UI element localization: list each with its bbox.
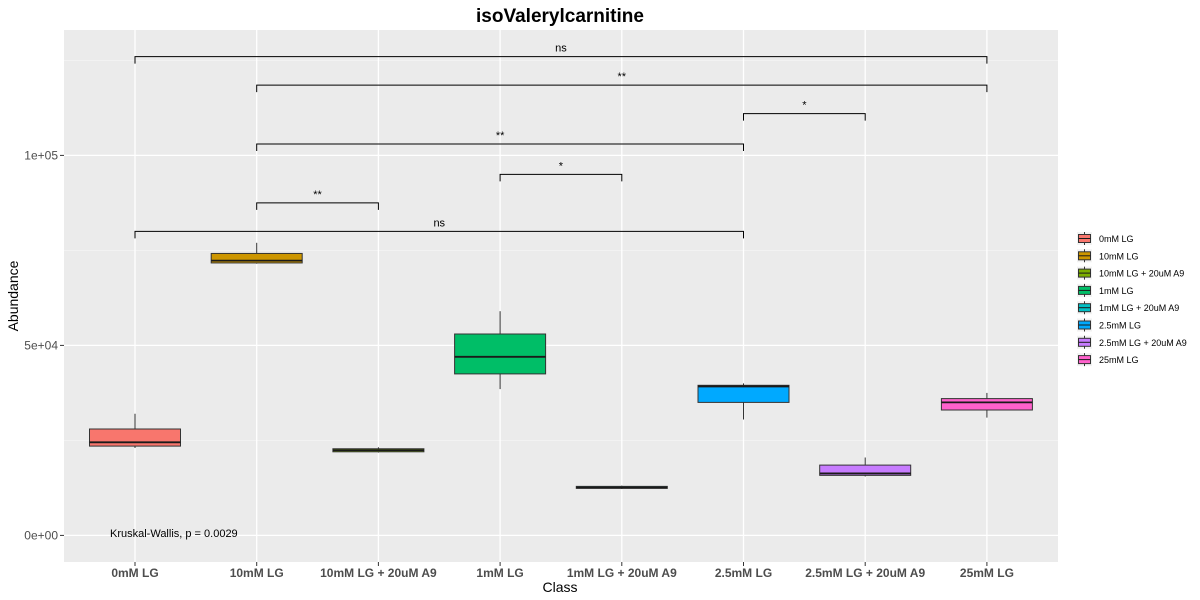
legend-label: 2.5mM LG + 20uM A9 — [1099, 338, 1187, 348]
x-tick-label: 1mM LG — [476, 566, 523, 580]
y-tick-label: 5e+04 — [24, 338, 58, 352]
legend-item: 25mM LG — [1077, 353, 1139, 367]
legend-item: 2.5mM LG — [1077, 318, 1141, 332]
significance-label: ns — [433, 217, 445, 229]
legend-label: 10mM LG — [1099, 251, 1139, 261]
x-tick-label: 25mM LG — [960, 566, 1014, 580]
legend-label: 2.5mM LG — [1099, 321, 1141, 331]
significance-bracket — [499, 173, 623, 182]
x-tick-label: 10mM LG — [230, 566, 284, 580]
significance-bracket — [134, 230, 744, 239]
box-body — [940, 398, 1033, 411]
y-tick-label: 1e+05 — [24, 148, 58, 162]
box-body — [210, 252, 303, 264]
significance-label: ** — [313, 189, 322, 201]
plot-panel — [64, 30, 1058, 562]
significance-label: ns — [555, 43, 567, 55]
box-body — [454, 333, 547, 375]
box-series — [89, 242, 1033, 490]
legend-item: 10mM LG — [1077, 249, 1139, 263]
box-body — [697, 384, 790, 403]
significance-label: ** — [618, 71, 627, 83]
legend-item: 1mM LG + 20uM A9 — [1077, 301, 1179, 315]
legend-label: 0mM LG — [1099, 234, 1134, 244]
legend-label: 1mM LG + 20uM A9 — [1099, 303, 1179, 313]
box-10mm-lg — [210, 242, 303, 264]
legend: 0mM LG 10mM LG 10mM LG + 20uM A9 1mM LG 1mM … — [1077, 232, 1187, 367]
x-tick-label: 0mM LG — [111, 566, 158, 580]
x-axis: 0mM LG 10mM LG 10mM LG + 20uM A9 1mM LG 1mM … — [111, 562, 1014, 580]
legend-label: 1mM LG — [1099, 286, 1134, 296]
kruskal-wallis-annotation: Kruskal-Wallis, p = 0.0029 — [110, 528, 238, 540]
box-1mm-lg-20um-a9 — [575, 485, 668, 490]
box-body — [89, 428, 181, 447]
significance-bracket — [256, 202, 379, 210]
significance-label: * — [802, 100, 807, 112]
significance-bracket — [743, 113, 866, 121]
y-axis: 0e+00 5e+04 1e+05 — [24, 148, 64, 542]
box-2-5mm-lg-20um-a9 — [819, 457, 912, 477]
box-1mm-lg — [454, 311, 547, 390]
x-tick-label: 1mM LG + 20uM A9 — [567, 566, 677, 580]
significance-label: * — [559, 160, 564, 172]
box-10mm-lg-20um-a9 — [332, 447, 425, 453]
x-tick-label: 10mM LG + 20uM A9 — [320, 566, 437, 580]
significance-bracket — [256, 84, 988, 93]
box-body — [819, 464, 912, 476]
y-tick-label: 0e+00 — [24, 528, 58, 542]
box-25mm-lg — [940, 392, 1033, 418]
box-0mm-lg — [89, 413, 181, 448]
legend-item: 0mM LG — [1077, 232, 1134, 245]
x-tick-label: 2.5mM LG + 20uM A9 — [805, 566, 925, 580]
x-axis-label: Class — [542, 579, 577, 595]
legend-item: 1mM LG — [1077, 283, 1134, 297]
legend-label: 10mM LG + 20uM A9 — [1099, 269, 1184, 279]
significance-label: ** — [496, 130, 505, 142]
significance-brackets: ns********ns — [134, 43, 988, 239]
significance-bracket — [256, 143, 744, 151]
significance-bracket — [134, 56, 988, 64]
y-axis-label: Abundance — [5, 260, 21, 331]
legend-item: 10mM LG + 20uM A9 — [1077, 266, 1184, 280]
legend-item: 2.5mM LG + 20uM A9 — [1077, 335, 1187, 349]
x-tick-label: 2.5mM LG — [715, 566, 772, 580]
chart-title: isoValerylcarnitine — [476, 6, 644, 27]
legend-label: 25mM LG — [1099, 355, 1139, 365]
box-2-5mm-lg — [697, 383, 790, 420]
